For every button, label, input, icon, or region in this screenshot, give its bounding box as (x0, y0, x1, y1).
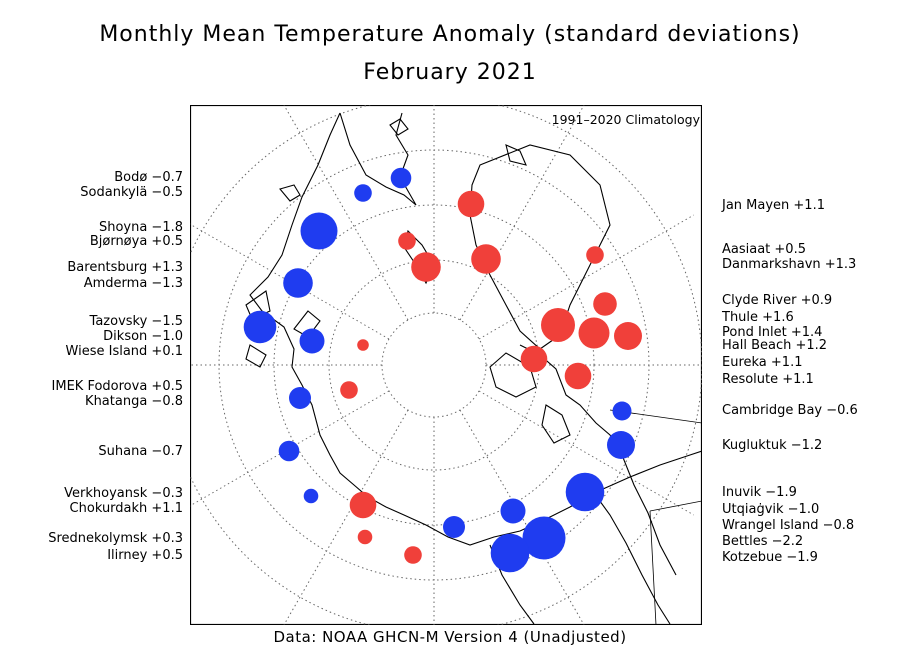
station-marker (593, 292, 617, 316)
station-marker (541, 308, 575, 342)
station-marker (411, 252, 441, 282)
station-markers (243, 167, 642, 573)
station-label: Cambridge Bay −0.6 (722, 403, 858, 418)
station-label: Hall Beach +1.2 (722, 338, 828, 353)
station-marker (564, 362, 592, 390)
meridian-line (283, 409, 409, 625)
coastline (593, 450, 702, 494)
station-label: Tazovsky −1.5 (89, 314, 183, 329)
station-marker (520, 345, 548, 373)
station-marker (457, 190, 485, 218)
station-label: Srednekolymsk +0.3 (48, 531, 183, 546)
coastline (245, 344, 267, 368)
station-label: Sodankylä −0.5 (80, 185, 183, 200)
station-label: Ilirney +0.5 (107, 548, 183, 563)
station-marker (586, 246, 604, 264)
station-label: Verkhoyansk −0.3 (64, 486, 183, 501)
station-label: Danmarkshavn +1.3 (722, 257, 857, 272)
station-marker (404, 546, 422, 564)
station-marker (607, 431, 635, 459)
station-label: Pond Inlet +1.4 (722, 325, 823, 340)
station-marker (500, 498, 526, 524)
station-label: Kotzebue −1.9 (722, 550, 818, 565)
station-marker (398, 232, 416, 250)
station-label: Bettles −2.2 (722, 534, 804, 549)
station-label: Eureka +1.1 (722, 355, 803, 370)
station-label: Bodø −0.7 (114, 170, 183, 185)
station-label: IMEK Fodorova +0.5 (51, 379, 183, 394)
coastline (389, 118, 409, 136)
station-label: Chokurdakh +1.1 (69, 501, 183, 516)
station-label: Thule +1.6 (722, 310, 794, 325)
station-marker (357, 529, 373, 545)
station-marker (283, 268, 313, 298)
station-marker (490, 533, 530, 573)
station-label: Shoyna −1.8 (98, 220, 183, 235)
station-marker (565, 472, 605, 512)
station-marker (612, 401, 632, 421)
coastline (469, 144, 611, 350)
map-subtitle: February 2021 (363, 60, 537, 85)
station-marker (443, 516, 465, 538)
meridian-line (190, 223, 390, 340)
meridian-line (283, 105, 409, 321)
station-label: Bjørnøya +0.5 (89, 234, 183, 249)
station-label: Utqiaġvik −1.0 (722, 502, 820, 517)
meridian-line (478, 214, 695, 340)
station-label: Resolute +1.1 (722, 372, 814, 387)
station-label: Wiese Island +0.1 (65, 344, 183, 359)
coastline (593, 492, 671, 625)
station-label: Jan Mayen +1.1 (722, 198, 825, 213)
station-label: Amderma −1.3 (83, 276, 183, 291)
station-label: Clyde River +0.9 (722, 293, 833, 308)
station-marker (243, 310, 277, 344)
station-label: Barentsburg +1.3 (67, 260, 183, 275)
station-label: Dikson −1.0 (103, 329, 183, 344)
coastlines (245, 112, 702, 625)
map-title: Monthly Mean Temperature Anomaly (standa… (99, 22, 801, 47)
coastline (339, 112, 417, 206)
station-marker (303, 488, 319, 504)
station-marker (357, 339, 369, 351)
coastline (505, 144, 527, 166)
station-marker (340, 381, 358, 399)
station-label: Suhana −0.7 (98, 444, 183, 459)
station-marker (299, 328, 325, 354)
meridian-line (459, 105, 585, 321)
coastline (541, 404, 571, 444)
data-source: Data: NOAA GHCN-M Version 4 (Unadjusted) (273, 628, 627, 646)
station-marker (300, 212, 338, 250)
station-label: Khatanga −0.8 (85, 394, 183, 409)
station-label: Wrangel Island −0.8 (722, 518, 855, 533)
station-label: Aasiaat +0.5 (722, 242, 806, 257)
coastline (279, 184, 301, 202)
meridian-line (190, 390, 390, 507)
station-marker (349, 491, 377, 519)
map-frame (190, 105, 702, 625)
climatology-label: 1991–2020 Climatology (552, 112, 701, 127)
coastline (249, 112, 595, 546)
station-marker (289, 387, 311, 409)
station-marker (614, 322, 642, 350)
station-marker (278, 440, 300, 462)
meridian-line (478, 390, 695, 516)
station-marker (578, 317, 610, 349)
station-label: Inuvik −1.9 (722, 485, 797, 500)
station-marker (390, 167, 412, 189)
station-label: Kugluktuk −1.2 (722, 438, 823, 453)
station-marker (354, 184, 372, 202)
station-marker (471, 244, 501, 274)
graticule (190, 105, 702, 625)
meridian-line (459, 409, 585, 625)
polar-map: 1991–2020 Climatology (190, 105, 702, 625)
station-marker (522, 516, 566, 560)
